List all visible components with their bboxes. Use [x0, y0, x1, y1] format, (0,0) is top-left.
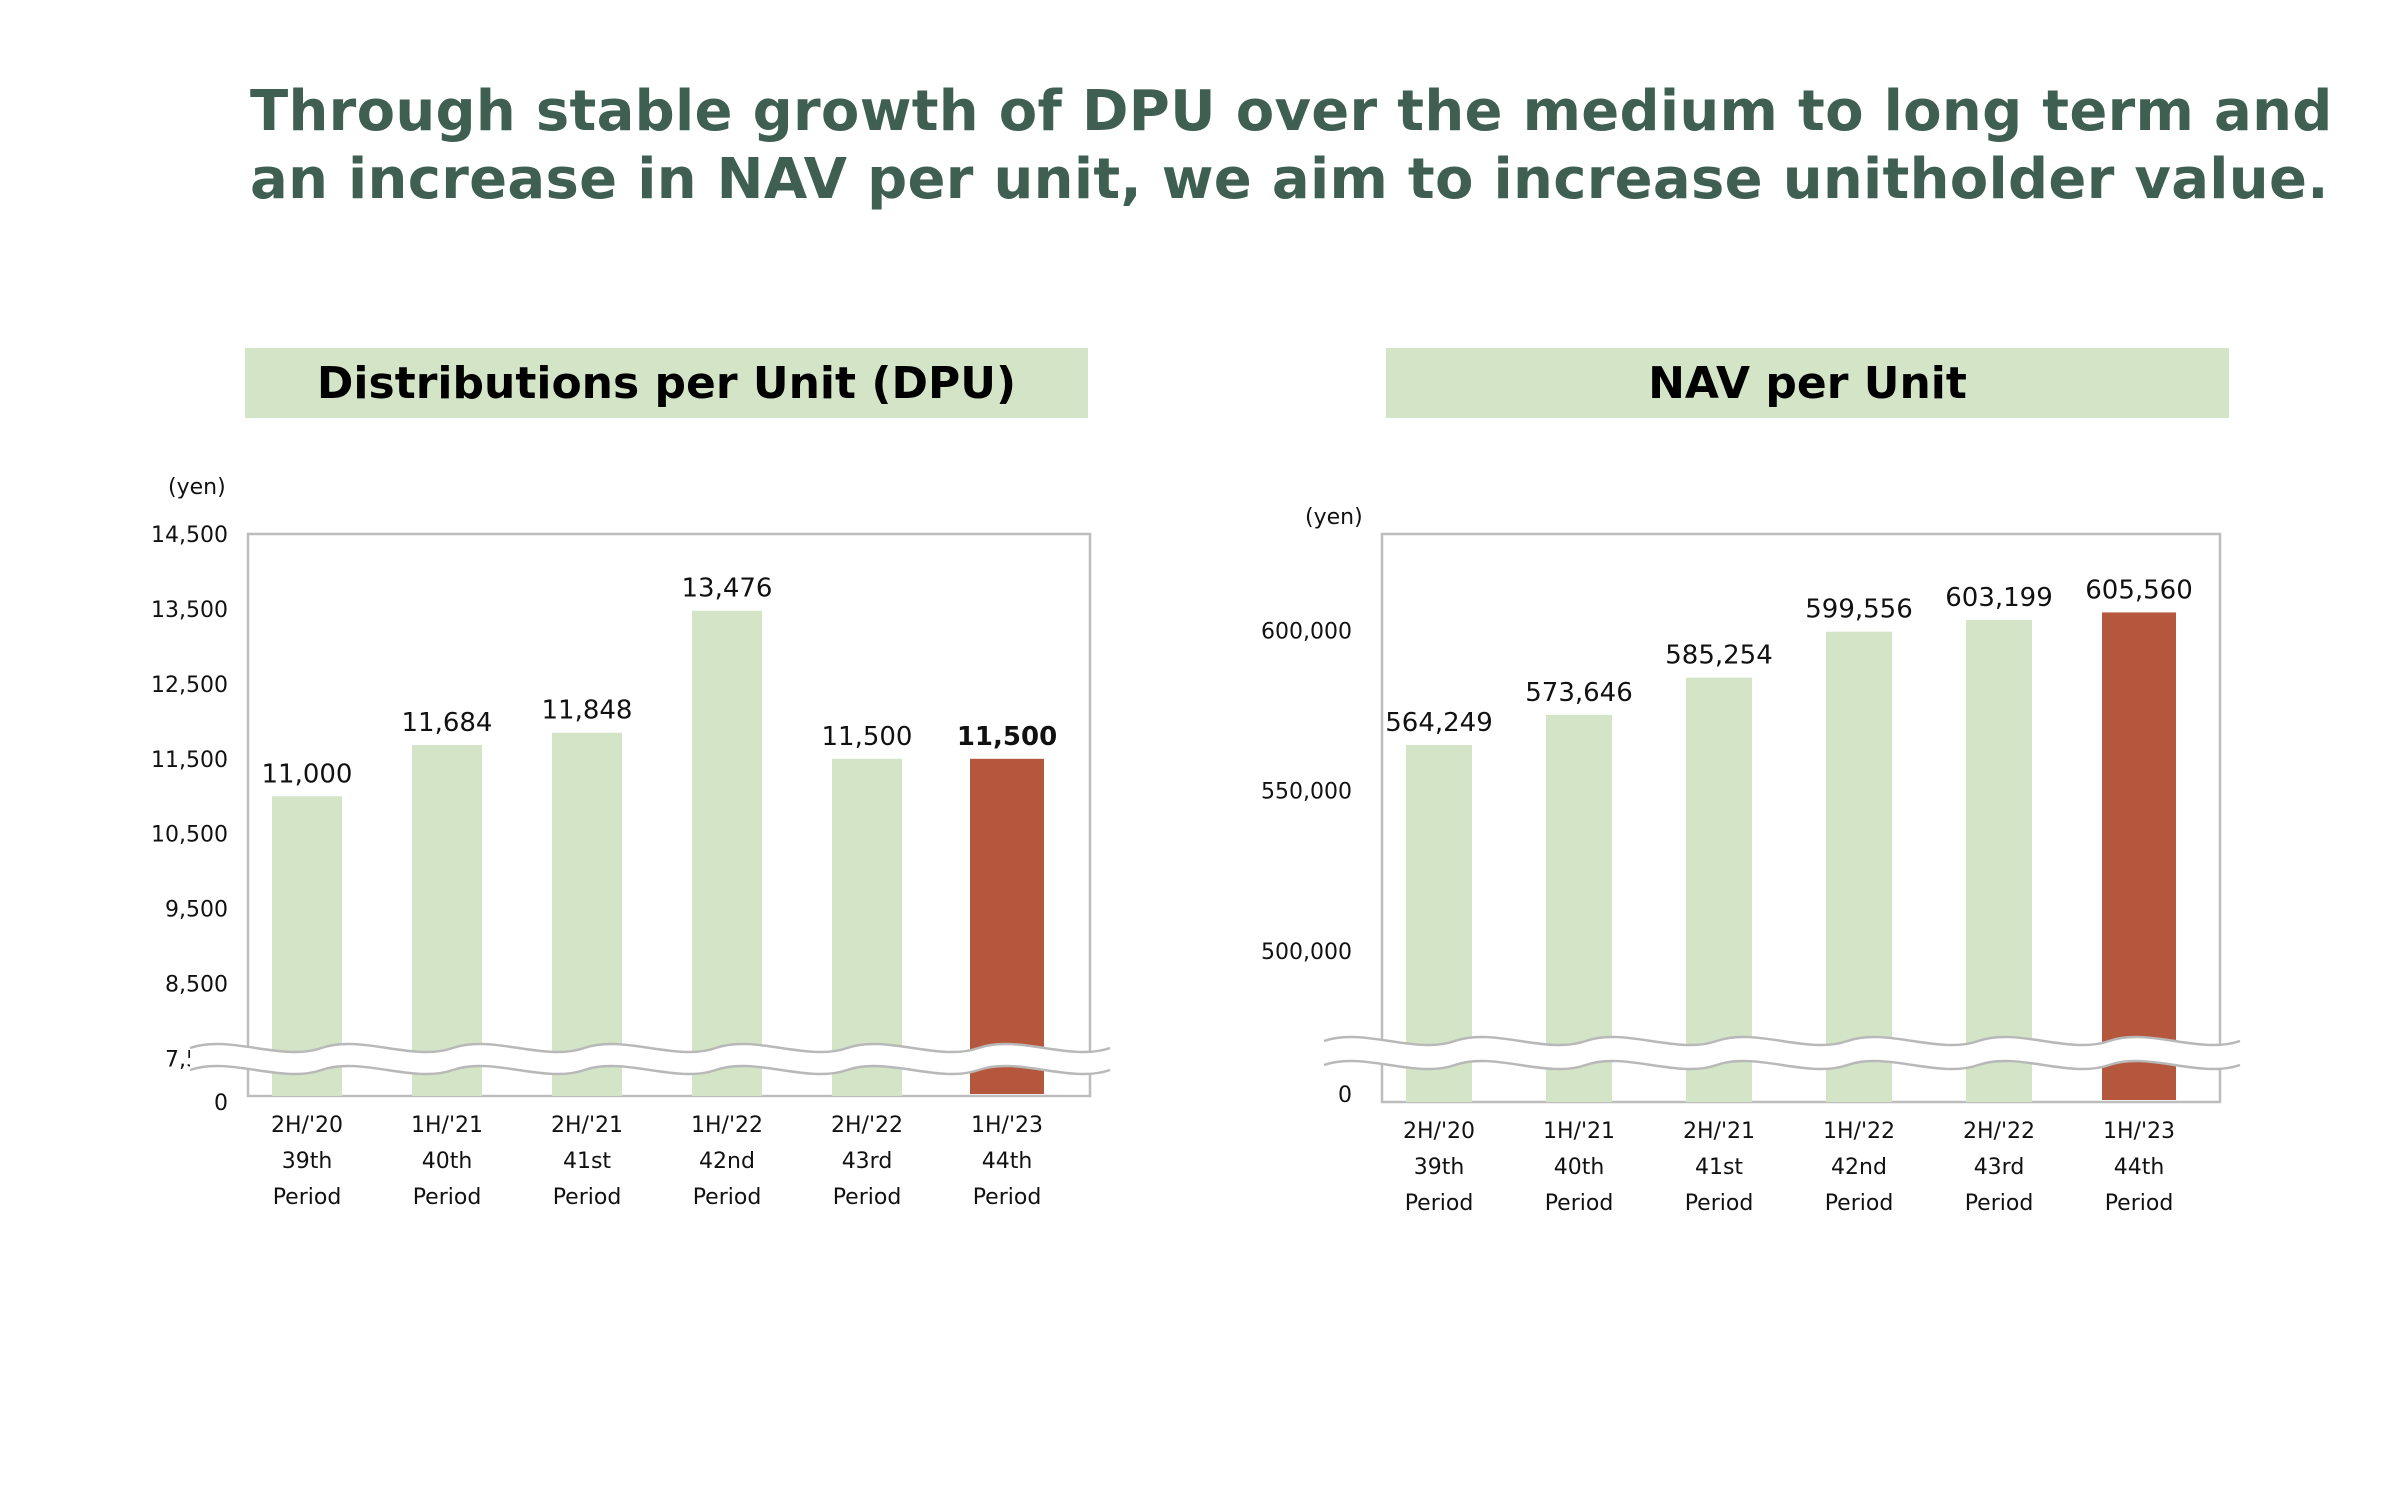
dpu-value-label-3: 11,848 [542, 696, 633, 726]
nav-category-label: Period [2105, 1191, 2174, 1216]
dpu-value-label-2: 11,684 [402, 708, 493, 738]
nav-category-label: 39th [1414, 1155, 1465, 1180]
dpu-category-label: 40th [422, 1149, 473, 1174]
dpu-value-label-5: 11,500 [822, 722, 913, 752]
dpu-unit-label: (yen) [168, 475, 226, 500]
dpu-value-label-4: 13,476 [682, 574, 773, 604]
nav-category-label: 2H/'22 [1963, 1119, 2035, 1144]
headline: Through stable growth of DPU over the me… [250, 78, 2333, 214]
dpu-plot-frame [246, 532, 1092, 1098]
dpu-ytick-label: 14,500 [151, 523, 228, 548]
dpu-axis-break-band [190, 1043, 1110, 1075]
nav-value-label-2: 573,646 [1525, 678, 1633, 708]
dpu-category-label: Period [413, 1185, 482, 1210]
dpu-category-label: 39th [282, 1149, 333, 1174]
nav-plot-frame [1380, 532, 2222, 1104]
nav-category-label: 1H/'22 [1823, 1119, 1895, 1144]
nav-category-label: Period [1545, 1191, 1614, 1216]
nav-axis-break-line-top [1323, 1035, 2241, 1047]
dpu-value-label-1: 11,000 [262, 759, 353, 789]
dpu-category-label: Period [693, 1185, 762, 1210]
nav-value-label-4: 599,556 [1805, 595, 1913, 625]
nav-category-label: 44th [2114, 1155, 2165, 1180]
nav-axis-break-line-bottom [1323, 1059, 2241, 1071]
dpu-ytick-zero: 0 [214, 1091, 228, 1116]
dpu-category-label: 44th [982, 1149, 1033, 1174]
dpu-category-label: 1H/'21 [411, 1113, 483, 1138]
nav-category-label: 2H/'21 [1683, 1119, 1755, 1144]
dpu-ytick-label: 10,500 [151, 823, 228, 848]
nav-chart-title: NAV per Unit [1386, 348, 2229, 418]
dpu-bar-6 [970, 758, 1044, 1094]
dpu-bar-3 [552, 732, 622, 1096]
dpu-category-label: 2H/'22 [831, 1113, 903, 1138]
dpu-bar-2 [412, 745, 482, 1096]
nav-ytick-label: 600,000 [1261, 619, 1352, 644]
headline-line-2: an increase in NAV per unit, we aim to i… [250, 147, 2329, 212]
dpu-category-label: 1H/'23 [971, 1113, 1043, 1138]
dpu-category-label: Period [273, 1185, 342, 1210]
dpu-ytick-label: 13,500 [151, 598, 228, 623]
dpu-value-label-6: 11,500 [957, 722, 1057, 752]
headline-line-1: Through stable growth of DPU over the me… [250, 79, 2333, 144]
nav-category-label: Period [1405, 1191, 1474, 1216]
dpu-category-label: 42nd [699, 1149, 755, 1174]
nav-bar-6 [2102, 612, 2176, 1100]
dpu-bar-4 [692, 610, 762, 1096]
dpu-category-label: 41st [563, 1149, 611, 1174]
nav-ytick-label: 500,000 [1261, 940, 1352, 965]
dpu-category-label: 1H/'22 [691, 1113, 763, 1138]
dpu-ytick-label: 11,500 [151, 748, 228, 773]
nav-value-label-3: 585,254 [1665, 641, 1773, 671]
nav-unit-label: (yen) [1305, 505, 1363, 530]
dpu-bar-5 [832, 758, 902, 1096]
dpu-ytick-label: 8,500 [165, 973, 228, 998]
nav-value-label-5: 603,199 [1945, 583, 2053, 613]
nav-category-label: Period [1965, 1191, 2034, 1216]
nav-category-label: 2H/'20 [1403, 1119, 1475, 1144]
nav-category-label: Period [1685, 1191, 1754, 1216]
dpu-chart-title: Distributions per Unit (DPU) [245, 348, 1088, 418]
dpu-axis-break-line-top [189, 1042, 1111, 1054]
dpu-category-label: Period [973, 1185, 1042, 1210]
dpu-axis-break-line-bottom [189, 1064, 1111, 1076]
nav-category-label: 43rd [1974, 1155, 2025, 1180]
dpu-ytick-label: 9,500 [165, 898, 228, 923]
nav-ytick-zero: 0 [1338, 1083, 1352, 1108]
nav-value-label-1: 564,249 [1385, 708, 1493, 738]
nav-category-label: Period [1825, 1191, 1894, 1216]
dpu-category-label: 2H/'20 [271, 1113, 343, 1138]
nav-category-label: 1H/'21 [1543, 1119, 1615, 1144]
nav-value-label-6: 605,560 [2085, 575, 2193, 605]
nav-bar-5 [1966, 620, 2032, 1102]
dpu-category-label: 43rd [842, 1149, 893, 1174]
dpu-category-label: 2H/'21 [551, 1113, 623, 1138]
nav-category-label: 41st [1695, 1155, 1743, 1180]
dpu-category-label: Period [553, 1185, 622, 1210]
nav-category-label: 42nd [1831, 1155, 1887, 1180]
nav-ytick-label: 550,000 [1261, 780, 1352, 805]
nav-category-label: 40th [1554, 1155, 1605, 1180]
dpu-category-label: Period [833, 1185, 902, 1210]
dpu-ytick-label: 12,500 [151, 673, 228, 698]
nav-bar-3 [1686, 677, 1752, 1102]
nav-category-label: 1H/'23 [2103, 1119, 2175, 1144]
nav-bar-4 [1826, 631, 1892, 1102]
